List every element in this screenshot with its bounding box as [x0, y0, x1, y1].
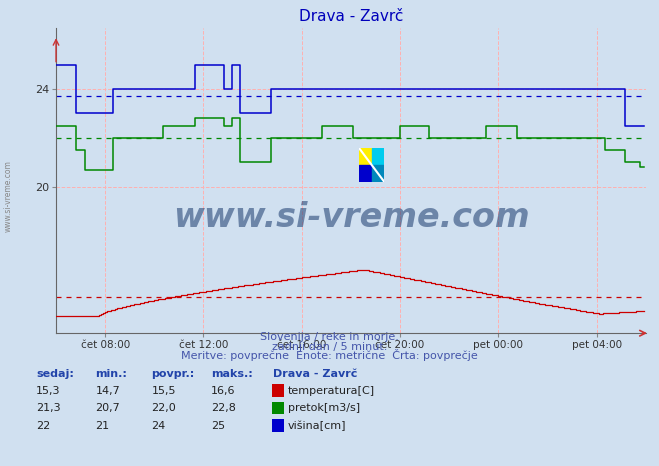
Text: temperatura[C]: temperatura[C] — [288, 386, 375, 396]
Text: pretok[m3/s]: pretok[m3/s] — [288, 403, 360, 413]
Text: 15,3: 15,3 — [36, 386, 61, 396]
Text: 25: 25 — [211, 421, 225, 431]
Text: maks.:: maks.: — [211, 370, 252, 379]
Text: zadnji dan / 5 minut.: zadnji dan / 5 minut. — [272, 342, 387, 351]
Text: 22,8: 22,8 — [211, 403, 236, 413]
Text: 21: 21 — [96, 421, 109, 431]
Text: 22,0: 22,0 — [152, 403, 177, 413]
Text: povpr.:: povpr.: — [152, 370, 195, 379]
Text: min.:: min.: — [96, 370, 127, 379]
Polygon shape — [359, 148, 372, 165]
Text: www.si-vreme.com: www.si-vreme.com — [173, 201, 529, 234]
Text: 22: 22 — [36, 421, 51, 431]
Text: 20,7: 20,7 — [96, 403, 121, 413]
Text: Meritve: povprečne  Enote: metrične  Črta: povprečje: Meritve: povprečne Enote: metrične Črta:… — [181, 349, 478, 361]
Polygon shape — [372, 148, 384, 165]
Text: sedaj:: sedaj: — [36, 370, 74, 379]
Text: 14,7: 14,7 — [96, 386, 121, 396]
Polygon shape — [372, 165, 384, 182]
Text: 21,3: 21,3 — [36, 403, 61, 413]
Text: www.si-vreme.com: www.si-vreme.com — [4, 160, 13, 232]
Text: Slovenija / reke in morje.: Slovenija / reke in morje. — [260, 332, 399, 342]
Polygon shape — [359, 165, 372, 182]
Text: 16,6: 16,6 — [211, 386, 235, 396]
Text: 15,5: 15,5 — [152, 386, 176, 396]
Title: Drava - Zavrč: Drava - Zavrč — [299, 9, 403, 24]
Text: Drava - Zavrč: Drava - Zavrč — [273, 370, 358, 379]
Text: 24: 24 — [152, 421, 166, 431]
Text: višina[cm]: višina[cm] — [288, 420, 347, 431]
